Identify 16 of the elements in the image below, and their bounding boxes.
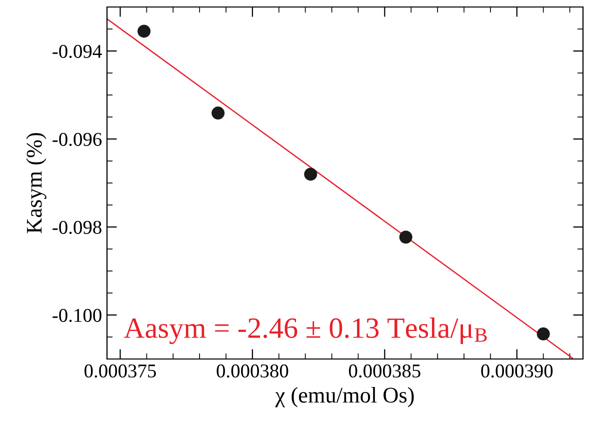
x-axis-title: χ (emu/mol Os) bbox=[275, 387, 414, 408]
point bbox=[212, 106, 225, 120]
y-tick-label: -0.100 bbox=[52, 308, 102, 322]
y-tick-label: -0.098 bbox=[52, 220, 102, 234]
y-tick-label: -0.094 bbox=[52, 44, 102, 58]
point bbox=[304, 168, 318, 181]
x-tick-label: 0.000390 bbox=[481, 364, 553, 378]
y-axis-title: Kasym (%) bbox=[26, 133, 46, 234]
annotation: Aasym = -2.46 ± 0.13 Tesla/μ$_{B}$ bbox=[124, 317, 487, 344]
point bbox=[399, 230, 412, 244]
x-tick-label: 0.000375 bbox=[84, 364, 156, 378]
x-tick-label: 0.000380 bbox=[216, 364, 288, 378]
point bbox=[138, 24, 151, 38]
point bbox=[536, 327, 550, 340]
y-tick-label: -0.096 bbox=[52, 132, 102, 146]
x-tick-label: 0.000385 bbox=[348, 364, 420, 378]
